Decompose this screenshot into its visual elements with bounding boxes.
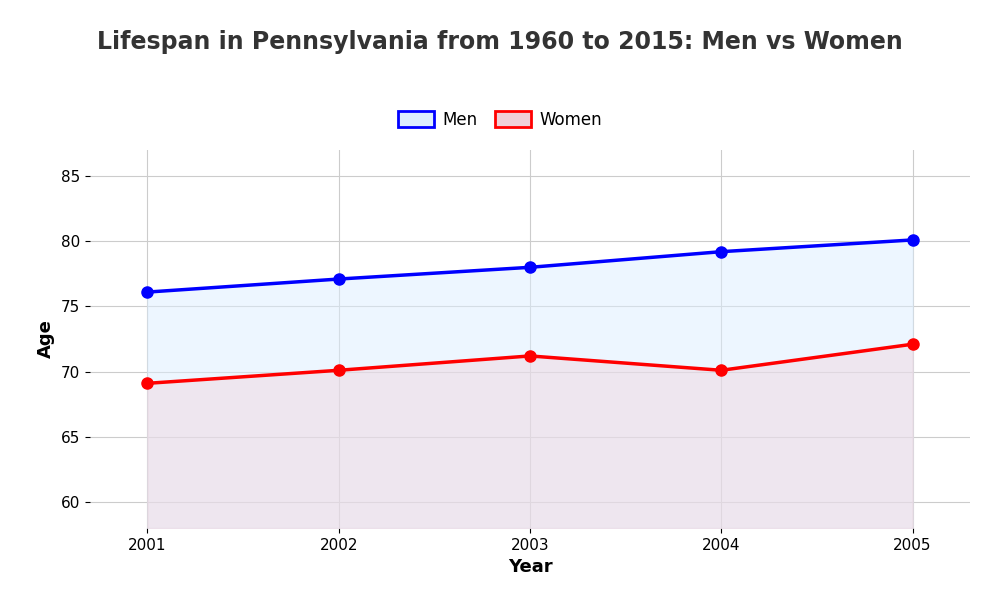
X-axis label: Year: Year: [508, 558, 552, 576]
Legend: Men, Women: Men, Women: [391, 104, 609, 136]
Y-axis label: Age: Age: [37, 320, 55, 358]
Text: Lifespan in Pennsylvania from 1960 to 2015: Men vs Women: Lifespan in Pennsylvania from 1960 to 20…: [97, 30, 903, 54]
